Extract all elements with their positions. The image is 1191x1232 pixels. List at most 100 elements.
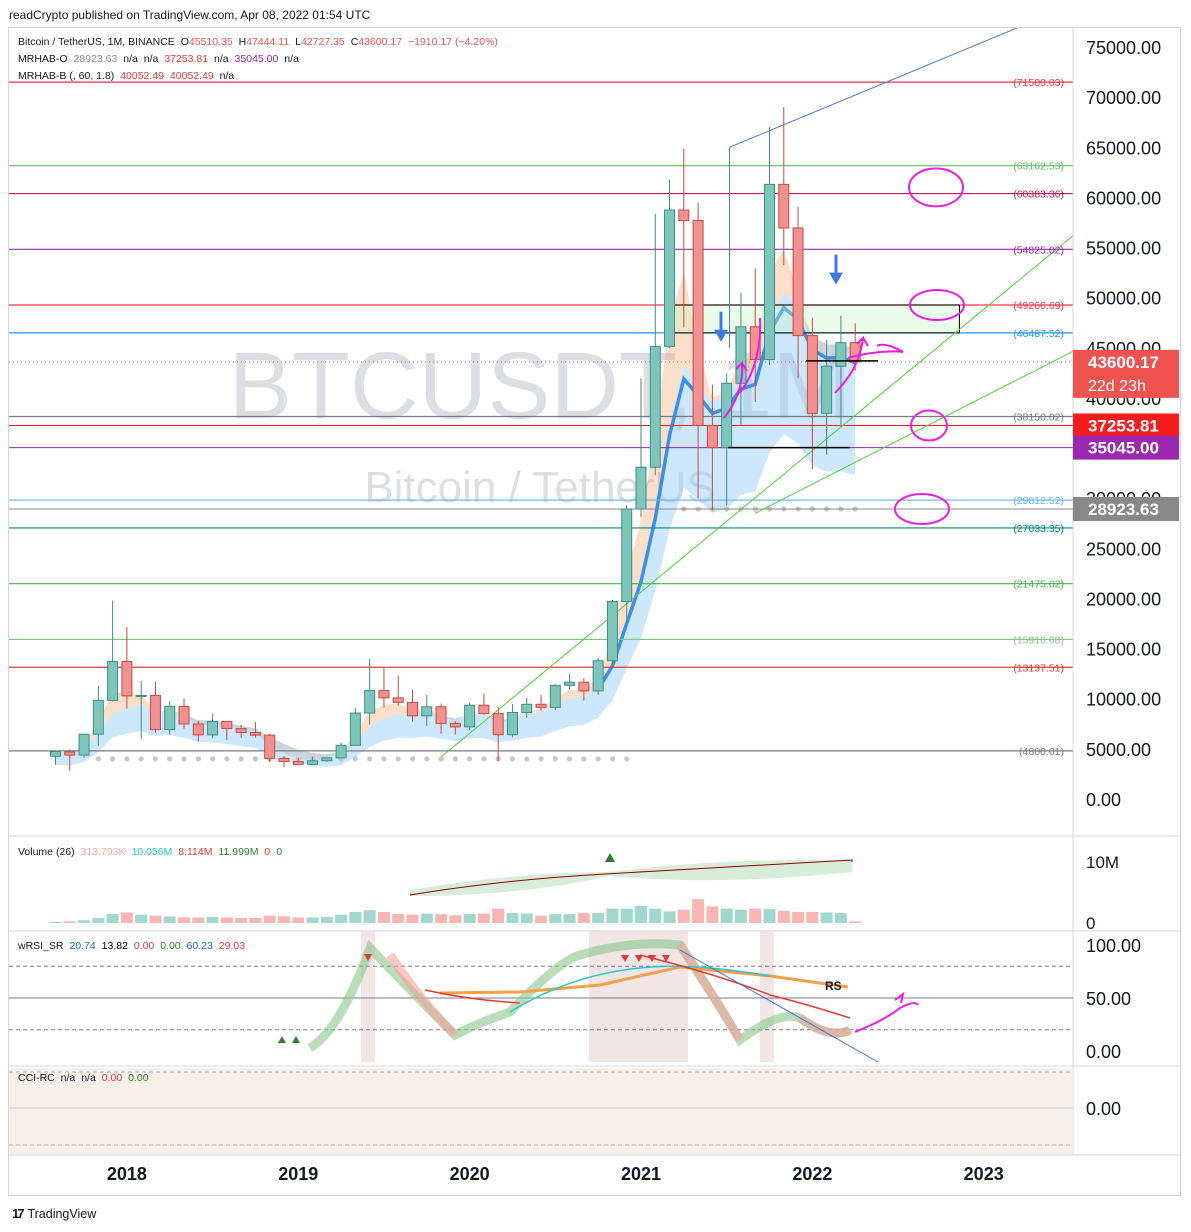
candle-body xyxy=(778,183,790,229)
level-label: (49266.69) xyxy=(1013,300,1064,312)
mrhab-o-legend[interactable]: MRHAB-O 28923.63 n/a n/a 37253.81 n/a 35… xyxy=(18,53,302,65)
volume-bar xyxy=(306,917,319,923)
candle-body xyxy=(321,757,333,762)
volume-bar xyxy=(620,908,633,923)
publisher-caption: readCrypto published on TradingView.com,… xyxy=(9,8,371,22)
volume-bar xyxy=(406,914,419,923)
support-dot xyxy=(381,756,387,762)
legend-value: 0 xyxy=(276,846,283,858)
volume-bar xyxy=(449,915,462,923)
support-dot xyxy=(552,756,558,762)
candle-body xyxy=(835,342,847,367)
indicator-name: MRHAB-B (, 60, 1.8) xyxy=(18,70,115,82)
support-dot xyxy=(167,756,173,762)
magenta-arrow xyxy=(834,335,869,394)
candlesticks[interactable] xyxy=(50,107,861,771)
volume-bar xyxy=(734,909,747,923)
level-label: (46487.52) xyxy=(1013,328,1064,340)
candle-body xyxy=(806,335,818,414)
candle-body xyxy=(592,660,604,692)
rsi-tick: 0.00 xyxy=(1086,1042,1121,1062)
volume-bar xyxy=(149,915,162,923)
support-dot xyxy=(424,756,430,762)
candle-body xyxy=(235,728,247,734)
support-dot xyxy=(609,756,616,762)
volume-bar xyxy=(92,918,105,923)
price-badge xyxy=(1073,496,1179,521)
magenta-circle-marker xyxy=(894,492,950,525)
volume-bar xyxy=(806,911,819,923)
legend-value: 0.00 xyxy=(133,940,155,952)
support-dot xyxy=(224,756,230,762)
support-dot xyxy=(152,756,159,762)
support-dot xyxy=(524,756,530,762)
volume-bar xyxy=(592,913,605,923)
volume-tick: 10M xyxy=(1086,853,1119,872)
volume-bar xyxy=(777,910,790,923)
rsi-red-line xyxy=(424,954,851,1019)
footer-brand[interactable]: 17 TradingView xyxy=(12,1206,96,1221)
candle-body xyxy=(335,744,347,759)
candle-body xyxy=(664,209,676,347)
volume-bar xyxy=(206,916,219,923)
ohlc-open: O45510.35 xyxy=(180,36,233,48)
legend-value: 20.74 xyxy=(69,940,96,952)
volume-bar xyxy=(120,912,133,923)
legend-value: n/a xyxy=(143,53,159,65)
price-pane[interactable]: BTCUSDT, 1M Bitcoin / TetherUS (71500.03… xyxy=(9,27,1119,771)
legend-value: 37253.81 xyxy=(164,53,209,65)
legend-value: 60.23 xyxy=(186,940,213,952)
level-label: (27033.35) xyxy=(1013,523,1064,535)
candle-body xyxy=(307,760,319,765)
level-label: (13137.51) xyxy=(1013,662,1064,674)
legend-value: 11.999M xyxy=(218,846,259,858)
volume-bar xyxy=(820,912,833,923)
magenta-circle-marker xyxy=(908,167,964,208)
support-dot xyxy=(367,756,373,762)
wrsi-legend[interactable]: wRSI_SR 20.74 13.82 0.00 0.00 60.23 29.0… xyxy=(18,940,248,952)
volume-pane[interactable]: 10M 0 xyxy=(49,853,1120,933)
green-up-triangle xyxy=(292,1036,300,1043)
volume-bar xyxy=(634,905,647,923)
magenta-arrow xyxy=(854,991,919,1033)
volume-bar xyxy=(363,910,376,923)
level-label: (4800.01) xyxy=(1019,746,1064,758)
cci-legend[interactable]: CCI-RC n/a n/a 0.00 0.00 xyxy=(18,1072,152,1084)
level-label: (38150.02) xyxy=(1013,411,1064,423)
legend-value: 0.00 xyxy=(128,1072,149,1084)
support-dot xyxy=(238,756,244,762)
price-badge-label: 28923.63 xyxy=(1088,500,1159,519)
candle-body xyxy=(692,220,704,426)
mrhab-b-legend[interactable]: MRHAB-B (, 60, 1.8) 40052.49 40052.49 n/… xyxy=(18,70,237,82)
support-dot xyxy=(110,756,116,762)
candle-body xyxy=(50,751,61,757)
orange-band xyxy=(55,249,856,760)
support-dot xyxy=(138,756,144,762)
cci-tick: 0.00 xyxy=(1086,1099,1121,1119)
ohlc-high: H47444.11 xyxy=(238,36,290,48)
chart-frame xyxy=(8,27,1181,1196)
price-badge xyxy=(1073,435,1179,460)
magenta-arrow xyxy=(847,343,904,359)
cci-pane[interactable]: 0.00 xyxy=(9,1068,1121,1154)
volume-bar xyxy=(377,911,390,923)
candle-body xyxy=(78,733,90,756)
volume-bar xyxy=(63,921,76,923)
volume-bar xyxy=(492,908,505,923)
volume-bar xyxy=(535,915,548,923)
support-dot xyxy=(452,756,458,762)
volume-bar xyxy=(249,918,262,923)
legend-value: 0 xyxy=(264,846,271,858)
volume-bar xyxy=(78,920,91,923)
level-label: (63162.53) xyxy=(1013,161,1064,173)
candle-body xyxy=(635,466,647,510)
symbol-legend[interactable]: Bitcoin / TetherUS, 1M, BINANCE O45510.3… xyxy=(18,36,501,48)
candle-body xyxy=(407,701,418,717)
volume-legend[interactable]: Volume (26) 313.793K 10.056M 8.114M 11.9… xyxy=(18,846,285,858)
volume-bar xyxy=(692,899,705,923)
support-dot xyxy=(481,756,487,762)
candle-body xyxy=(221,720,233,730)
time-axis[interactable]: 2018 2019 2020 2021 2022 2023 xyxy=(107,1164,1004,1184)
rsi-pane[interactable]: RS 100.00 50.00 0.00 xyxy=(9,931,1141,1063)
